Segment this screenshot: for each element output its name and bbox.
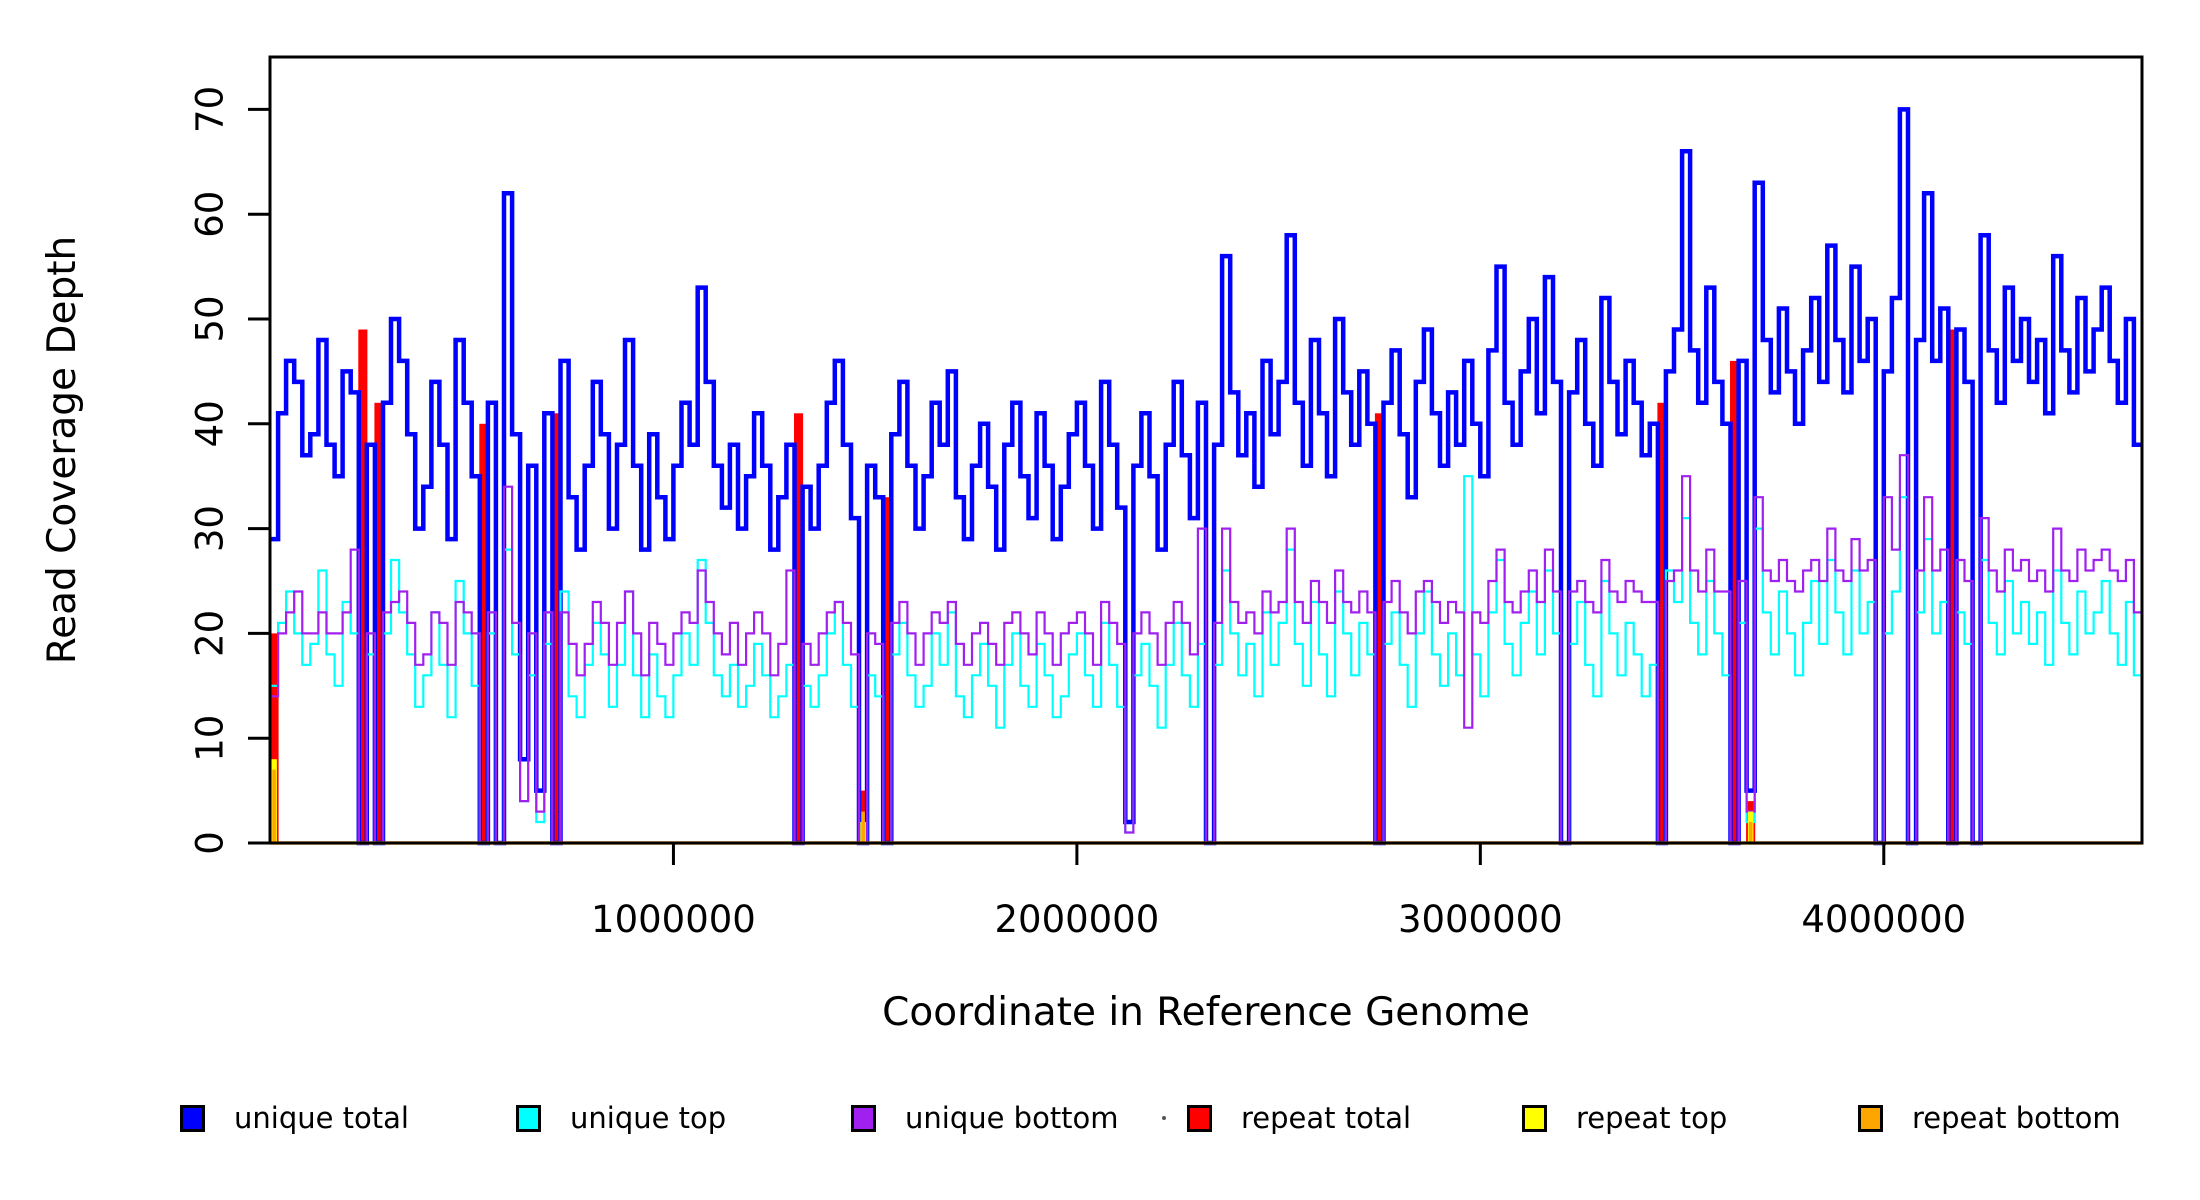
y-tick-label: 10 [189, 715, 232, 762]
legend-item-repeat-top: repeat top [1522, 1100, 1727, 1136]
legend-item-unique-total: unique total [180, 1100, 409, 1136]
legend-label: unique total [234, 1101, 409, 1135]
legend-item-repeat-total: repeat total [1187, 1100, 1411, 1136]
legend-item-repeat-bottom: repeat bottom [1858, 1100, 2121, 1136]
legend-label: repeat total [1241, 1101, 1411, 1135]
legend-label: repeat top [1576, 1101, 1727, 1135]
repeat-bottom-spike [1749, 822, 1753, 843]
legend-label: unique top [570, 1101, 726, 1135]
repeat-bottom-spike [861, 812, 865, 843]
y-tick-label: 40 [189, 400, 232, 447]
y-tick-label: 20 [189, 610, 232, 657]
x-tick-label: 1000000 [591, 898, 756, 941]
legend-label: unique bottom [905, 1101, 1119, 1135]
repeat-top-swatch-icon [1522, 1105, 1547, 1132]
y-tick-label: 30 [189, 505, 232, 552]
legend-item-unique-top: unique top [516, 1100, 726, 1136]
y-tick-label: 50 [189, 295, 232, 342]
unique-top-swatch-icon [516, 1105, 541, 1132]
repeat-total-swatch-icon [1187, 1105, 1212, 1132]
chart-legend: unique total unique top unique bottom re… [0, 0, 2200, 60]
y-tick-label: 70 [189, 86, 232, 133]
legend-item-unique-bottom: unique bottom [851, 1100, 1119, 1136]
repeat-bottom-swatch-icon [1858, 1105, 1883, 1132]
unique-bottom-swatch-icon [851, 1105, 876, 1132]
y-tick-label: 60 [189, 191, 232, 238]
x-tick-label: 4000000 [1801, 898, 1966, 941]
y-tick-label: 0 [189, 831, 232, 855]
legend-label: repeat bottom [1912, 1101, 2121, 1135]
stray-dot [1162, 1116, 1166, 1120]
repeat-bottom-spike [272, 770, 276, 843]
y-axis-title: Read Coverage Depth [40, 236, 85, 664]
unique-total-swatch-icon [180, 1105, 205, 1132]
figure: 0 10 20 30 40 50 60 70 1000000 2000000 3000000 4000… [0, 0, 2200, 1200]
x-tick-label: 2000000 [994, 898, 1159, 941]
coverage-chart: 0 10 20 30 40 50 60 70 1000000 2000000 3000000 4000… [0, 0, 2200, 1200]
x-axis-title: Coordinate in Reference Genome [882, 990, 1530, 1035]
x-tick-label: 3000000 [1398, 898, 1563, 941]
